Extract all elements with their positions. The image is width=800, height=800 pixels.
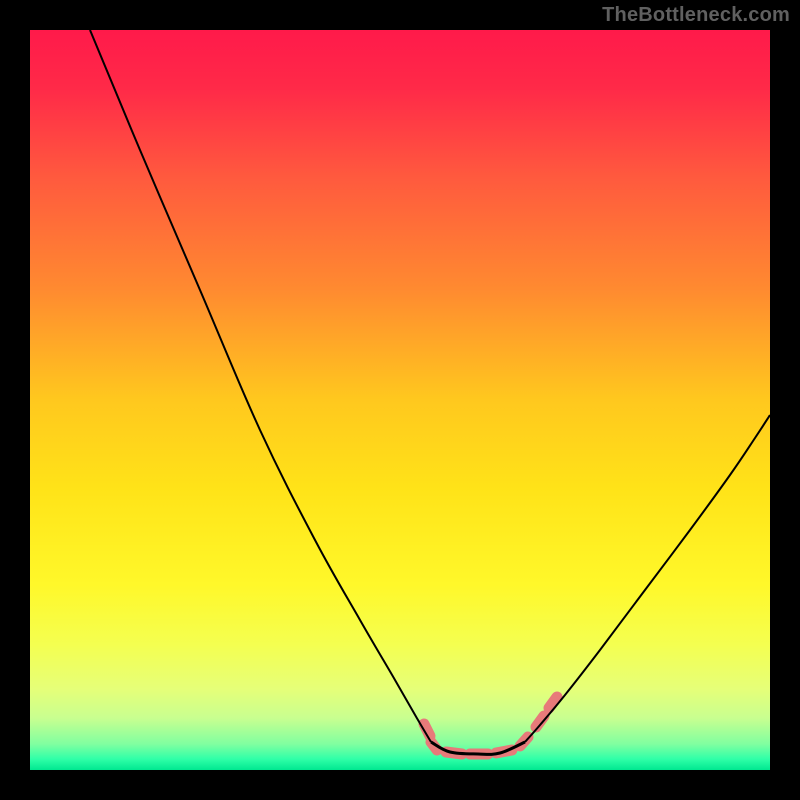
plot-area xyxy=(30,30,770,770)
watermark-text: TheBottleneck.com xyxy=(602,4,790,27)
left-curve xyxy=(90,30,431,742)
curves-layer xyxy=(30,30,770,770)
valley-markers-group xyxy=(424,697,557,754)
chart-frame: TheBottleneck.com xyxy=(0,0,800,800)
right-curve xyxy=(525,415,770,742)
